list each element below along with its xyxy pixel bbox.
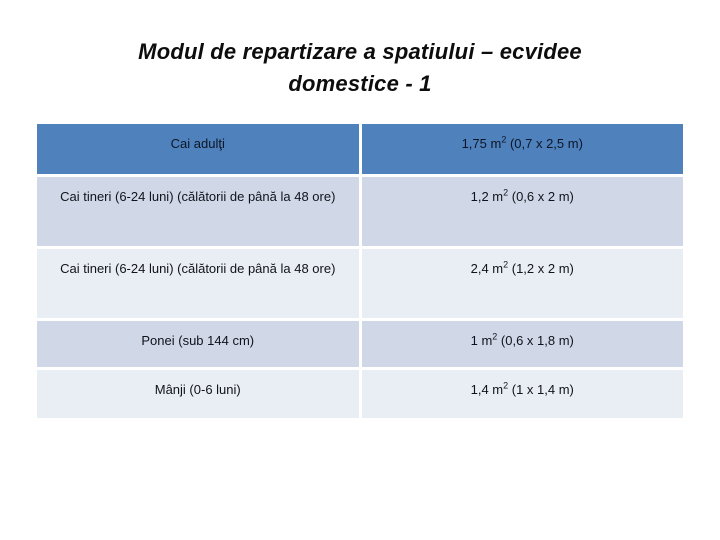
table-row-value-cell: 1 m2 (0,6 x 1,8 m) — [361, 321, 683, 367]
superscript-2: 2 — [492, 331, 498, 342]
table-row-label-cell: Cai tineri (6-24 luni) (călătorii de pân… — [37, 177, 359, 246]
superscript-2: 2 — [503, 187, 509, 198]
table-header-label-cell: Cai adulţi — [37, 124, 359, 174]
row-value: 1,4 m2 (1 x 1,4 m) — [470, 380, 574, 397]
table-row-label-cell: Mânji (0-6 luni) — [37, 370, 359, 418]
row-label: Cai tineri (6-24 luni) (călătorii de pân… — [60, 261, 336, 276]
row-label: Mânji (0-6 luni) — [154, 382, 241, 397]
slide-title: Modul de repartizare a spatiului – ecvid… — [40, 36, 680, 100]
superscript-2: 2 — [501, 134, 507, 145]
row-label: Ponei (sub 144 cm) — [141, 333, 255, 348]
superscript-2: 2 — [503, 380, 509, 391]
table-header-value-cell: 1,75 m2 (0,7 x 2,5 m) — [361, 124, 683, 174]
table-row-label-cell: Ponei (sub 144 cm) — [37, 321, 359, 367]
superscript-2: 2 — [503, 259, 509, 270]
row-label: Cai tineri (6-24 luni) (călătorii de pân… — [60, 189, 336, 204]
row-value: 1,75 m2 (0,7 x 2,5 m) — [461, 134, 583, 151]
row-value: 2,4 m2 (1,2 x 2 m) — [470, 259, 574, 276]
table-row-value-cell: 1,2 m2 (0,6 x 2 m) — [361, 177, 683, 246]
row-value: 1 m2 (0,6 x 1,8 m) — [470, 331, 574, 348]
row-value: 1,2 m2 (0,6 x 2 m) — [470, 187, 574, 204]
table-row-value-cell: 1,4 m2 (1 x 1,4 m) — [361, 370, 683, 418]
slide-title-line-2: domestice - 1 — [288, 71, 432, 96]
table-row-value-cell: 2,4 m2 (1,2 x 2 m) — [361, 249, 683, 318]
space-allocation-table: Cai adulţi 1,75 m2 (0,7 x 2,5 m) Cai tin… — [37, 124, 683, 418]
table-row-label-cell: Cai tineri (6-24 luni) (călătorii de pân… — [37, 249, 359, 318]
slide-title-line-1: Modul de repartizare a spatiului – ecvid… — [138, 39, 582, 64]
row-label: Cai adulţi — [170, 136, 225, 151]
